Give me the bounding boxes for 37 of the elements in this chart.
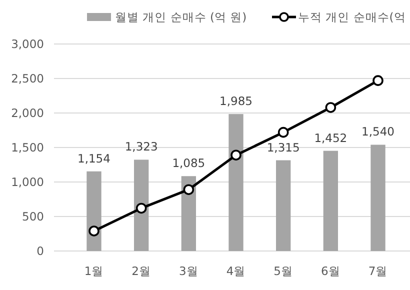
text: 1,154 — [78, 151, 110, 166]
x-tick-label: 5월 — [274, 264, 293, 278]
point — [136, 202, 147, 214]
y-tick-label: 0 — [36, 244, 44, 258]
y-tick-label: 1,000 — [11, 175, 44, 190]
text: 1,540 — [362, 124, 394, 139]
y-tick-label: 1,500 — [11, 140, 44, 155]
bar — [370, 144, 386, 251]
point — [230, 150, 242, 160]
text: 1,985 — [220, 94, 252, 108]
x-tick-label: 1월 — [84, 264, 104, 278]
y-tick-label: 2,500 — [11, 72, 44, 86]
x-tick-label: 4월 — [226, 264, 246, 278]
bar — [181, 176, 196, 251]
bar — [86, 171, 102, 251]
point — [183, 184, 194, 195]
bar — [276, 160, 291, 251]
point — [278, 126, 289, 138]
x-tick-label: 2월 — [132, 264, 151, 278]
point — [325, 102, 336, 113]
text: 1,323 — [124, 140, 158, 154]
bar — [228, 114, 244, 251]
legend-label: 누적 개인 순매수(억 — [298, 10, 406, 24]
text: 1,315 — [266, 140, 300, 154]
x-tick-label: 6월 — [321, 264, 340, 278]
y-tick-label: 2,000 — [11, 106, 44, 120]
point — [372, 75, 384, 86]
x-tick-label: 3월 — [179, 264, 198, 278]
y-tick-label: 500 — [22, 210, 44, 224]
y-tick-label: 3,000 — [11, 37, 44, 52]
bar — [323, 150, 338, 251]
text: 1,452 — [314, 130, 348, 145]
x-tick-label: 7월 — [368, 264, 388, 278]
text: 1,085 — [172, 156, 206, 170]
legend-label: 월별 개인 순매수 (억 원) — [115, 10, 247, 24]
point — [88, 226, 100, 236]
bar — [134, 160, 149, 251]
